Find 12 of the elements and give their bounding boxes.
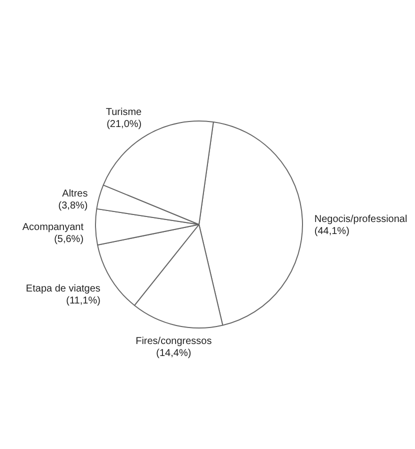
data-label: (14,4%)	[156, 348, 192, 359]
slice-label: Altres	[62, 188, 88, 200]
data-label: (3,8%)	[58, 200, 88, 212]
slice-label: Etapa de viatges	[26, 283, 100, 294]
slice-label: Acompanyant	[22, 222, 84, 233]
data-label: (5,6%)	[54, 234, 84, 245]
data-label: (21,0%)	[106, 119, 142, 130]
data-label: (44,1%)	[314, 226, 350, 237]
slice-label: Fires/congressos	[136, 336, 212, 347]
slice-label: Negocis/professional	[314, 214, 408, 225]
slice-label: Turisme	[106, 107, 142, 118]
data-label: (11,1%)	[66, 295, 100, 306]
